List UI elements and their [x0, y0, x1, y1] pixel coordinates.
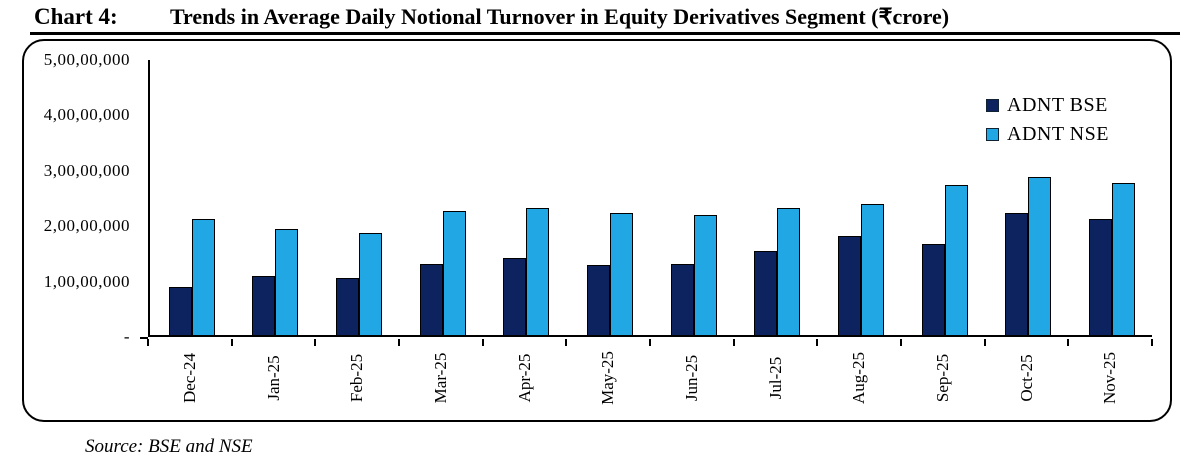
- x-axis-tick-8: [816, 339, 818, 346]
- bar-adnt-bse-mar-25: [419, 264, 443, 335]
- x-axis-label-jan-25: Jan-25: [264, 355, 283, 401]
- y-axis-zero-tick: [140, 337, 148, 339]
- bar-adnt-nse-aug-25: [861, 204, 885, 335]
- x-axis-tick-9: [900, 339, 902, 346]
- bar-group-sep-25: [903, 60, 987, 335]
- bar-adnt-nse-nov-25: [1112, 183, 1136, 335]
- bar-group-jun-25: [652, 60, 736, 335]
- source-note: Source: BSE and NSE: [85, 436, 253, 457]
- x-axis-label-apr-25: Apr-25: [515, 353, 534, 403]
- x-axis-label-nov-25: Nov-25: [1100, 352, 1119, 404]
- bar-adnt-bse-jul-25: [754, 251, 778, 335]
- x-axis-tick-11: [1067, 339, 1069, 346]
- bar-group-may-25: [568, 60, 652, 335]
- x-axis-label-feb-25: Feb-25: [347, 353, 366, 403]
- plot-area: [148, 60, 1152, 337]
- bar-adnt-nse-mar-25: [442, 211, 466, 335]
- legend-label-adnt-bse: ADNT BSE: [1007, 94, 1108, 116]
- legend-item-adnt-bse: ADNT BSE: [986, 94, 1109, 117]
- x-axis-label-jul-25: Jul-25: [766, 356, 785, 400]
- x-axis-label-sep-25: Sep-25: [933, 353, 952, 403]
- bar-adnt-bse-feb-25: [336, 278, 360, 335]
- chart-title: Trends in Average Daily Notional Turnove…: [170, 4, 950, 29]
- bar-adnt-nse-dec-24: [191, 219, 215, 335]
- x-axis-label-mar-25: Mar-25: [431, 352, 450, 404]
- y-axis-label-5: 5,00,00,000: [43, 50, 130, 69]
- x-axis-tick-2: [314, 339, 316, 346]
- bar-group-jan-25: [234, 60, 318, 335]
- bar-adnt-nse-apr-25: [526, 208, 550, 335]
- bar-group-dec-24: [150, 60, 234, 335]
- y-axis-label-2: 2,00,00,000: [43, 216, 130, 235]
- bar-adnt-bse-nov-25: [1089, 219, 1113, 335]
- bar-adnt-nse-oct-25: [1028, 177, 1052, 335]
- x-axis-label-dec-24: Dec-24: [180, 352, 199, 404]
- x-axis-label-aug-25: Aug-25: [849, 352, 868, 404]
- x-axis-label-jun-25: Jun-25: [682, 354, 701, 402]
- bar-adnt-nse-jul-25: [777, 208, 801, 335]
- bar-adnt-bse-jun-25: [670, 264, 694, 335]
- x-axis-label-oct-25: Oct-25: [1017, 354, 1036, 402]
- bar-group-oct-25: [987, 60, 1071, 335]
- bar-adnt-bse-aug-25: [838, 236, 862, 335]
- bar-adnt-nse-jan-25: [275, 229, 299, 335]
- legend-swatch-bse: [986, 99, 999, 112]
- bar-group-jul-25: [736, 60, 820, 335]
- bar-adnt-bse-dec-24: [168, 287, 192, 335]
- y-axis-label-1: 1,00,00,000: [43, 272, 130, 291]
- x-axis-tick-5: [565, 339, 567, 346]
- x-axis-tick-6: [649, 339, 651, 346]
- x-axis-tick-3: [398, 339, 400, 346]
- x-axis-label-may-25: May-25: [598, 351, 617, 405]
- bar-adnt-nse-may-25: [610, 213, 634, 335]
- bar-adnt-bse-sep-25: [921, 244, 945, 335]
- bar-group-mar-25: [401, 60, 485, 335]
- title-underline: [30, 32, 1180, 35]
- y-axis-label-3: 3,00,00,000: [43, 161, 130, 180]
- chart-legend: ADNT BSE ADNT NSE: [986, 94, 1109, 152]
- y-axis-label-4: 4,00,00,000: [43, 105, 130, 124]
- bar-adnt-bse-oct-25: [1005, 213, 1029, 335]
- bar-adnt-bse-jan-25: [252, 276, 276, 335]
- x-axis-tick-7: [733, 339, 735, 346]
- bar-group-aug-25: [819, 60, 903, 335]
- y-axis-label-0: -: [123, 327, 130, 346]
- x-axis-tick-1: [231, 339, 233, 346]
- bar-adnt-nse-sep-25: [944, 185, 968, 335]
- bar-group-nov-25: [1070, 60, 1154, 335]
- x-axis-tick-4: [482, 339, 484, 346]
- bar-group-feb-25: [317, 60, 401, 335]
- legend-label-adnt-nse: ADNT NSE: [1007, 123, 1109, 145]
- bar-adnt-bse-apr-25: [503, 258, 527, 335]
- x-axis-tick-0: [147, 339, 149, 346]
- x-axis-tick-12: [1151, 339, 1153, 346]
- bar-adnt-bse-may-25: [587, 265, 611, 335]
- chart-number-label: Chart 4:: [34, 4, 118, 29]
- legend-swatch-nse: [986, 128, 999, 141]
- legend-item-adnt-nse: ADNT NSE: [986, 123, 1109, 146]
- bar-adnt-nse-feb-25: [359, 233, 383, 335]
- bar-adnt-nse-jun-25: [693, 215, 717, 335]
- bar-group-apr-25: [485, 60, 569, 335]
- x-axis-tick-10: [984, 339, 986, 346]
